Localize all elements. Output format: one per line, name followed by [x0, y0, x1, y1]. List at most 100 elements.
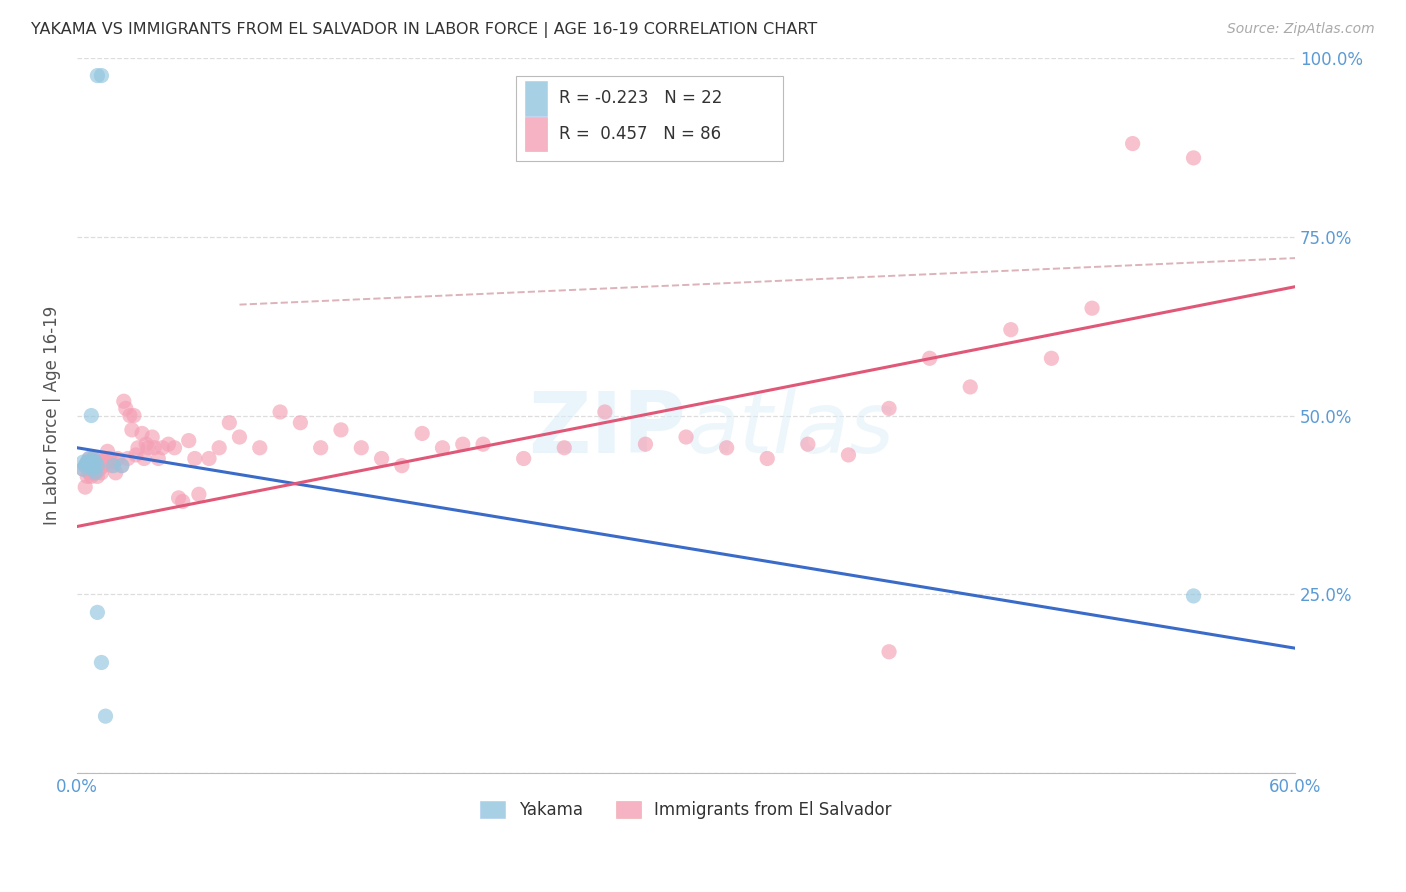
Point	[249, 441, 271, 455]
Point	[1182, 589, 1205, 603]
Point	[451, 437, 474, 451]
Point	[959, 380, 981, 394]
Point	[290, 416, 312, 430]
Point	[86, 606, 108, 620]
Point	[269, 405, 291, 419]
Point	[112, 394, 135, 409]
Point	[131, 426, 153, 441]
Point	[98, 451, 121, 466]
Point	[104, 466, 127, 480]
Point	[86, 458, 108, 473]
Text: ZIP: ZIP	[529, 388, 686, 471]
Point	[553, 441, 575, 455]
Point	[634, 437, 657, 451]
Point	[391, 458, 413, 473]
Point	[143, 441, 166, 455]
Point	[90, 466, 112, 480]
Point	[94, 709, 117, 723]
Point	[198, 451, 221, 466]
Point	[163, 441, 186, 455]
Point	[370, 451, 392, 466]
Point	[228, 430, 250, 444]
Point	[75, 458, 97, 473]
Point	[84, 455, 107, 469]
Point	[125, 448, 148, 462]
Point	[122, 409, 145, 423]
Point	[117, 451, 139, 466]
Point	[127, 441, 149, 455]
Text: Source: ZipAtlas.com: Source: ZipAtlas.com	[1227, 22, 1375, 37]
Point	[77, 458, 100, 473]
Point	[82, 462, 104, 476]
Point	[208, 441, 231, 455]
Point	[1040, 351, 1063, 366]
Point	[75, 480, 97, 494]
Point	[172, 494, 194, 508]
Point	[75, 458, 97, 473]
FancyBboxPatch shape	[526, 117, 547, 152]
Point	[593, 405, 616, 419]
Point	[82, 462, 104, 476]
Point	[80, 469, 103, 483]
Point	[675, 430, 697, 444]
Point	[716, 441, 738, 455]
Point	[84, 455, 107, 469]
FancyBboxPatch shape	[526, 81, 547, 116]
Point	[1081, 301, 1104, 316]
Point	[512, 451, 534, 466]
Point	[84, 466, 107, 480]
Point	[86, 458, 108, 473]
Point	[96, 444, 118, 458]
Point	[103, 455, 125, 469]
Point	[90, 656, 112, 670]
Point	[432, 441, 454, 455]
Point	[77, 466, 100, 480]
Point	[80, 409, 103, 423]
Text: R = -0.223   N = 22: R = -0.223 N = 22	[560, 89, 723, 107]
Point	[132, 451, 155, 466]
Point	[150, 441, 173, 455]
Point	[93, 458, 115, 473]
Point	[76, 455, 98, 469]
Point	[77, 451, 100, 466]
Point	[90, 69, 112, 83]
Legend: Yakama, Immigrants from El Salvador: Yakama, Immigrants from El Salvador	[474, 795, 898, 826]
Text: R =  0.457   N = 86: R = 0.457 N = 86	[560, 125, 721, 144]
Point	[86, 451, 108, 466]
Point	[77, 451, 100, 466]
Point	[76, 455, 98, 469]
Point	[80, 455, 103, 469]
Point	[86, 469, 108, 483]
Point	[177, 434, 200, 448]
Point	[111, 458, 134, 473]
Point	[86, 69, 108, 83]
Point	[135, 437, 157, 451]
Point	[756, 451, 779, 466]
Text: atlas: atlas	[686, 388, 894, 471]
Point	[837, 448, 859, 462]
Y-axis label: In Labor Force | Age 16-19: In Labor Force | Age 16-19	[44, 306, 60, 525]
Point	[877, 645, 900, 659]
Point	[918, 351, 941, 366]
Point	[114, 401, 136, 416]
Point	[1122, 136, 1144, 151]
Point	[90, 455, 112, 469]
Point	[96, 455, 118, 469]
Point	[350, 441, 373, 455]
Point	[167, 491, 190, 505]
Point	[76, 469, 98, 483]
Point	[107, 451, 129, 466]
Point	[218, 416, 240, 430]
Point	[111, 458, 134, 473]
Point	[100, 458, 122, 473]
Point	[82, 458, 104, 473]
Point	[136, 441, 159, 455]
Point	[877, 401, 900, 416]
Point	[94, 451, 117, 466]
Point	[330, 423, 353, 437]
Point	[1000, 323, 1022, 337]
Point	[157, 437, 180, 451]
Point	[411, 426, 433, 441]
Point	[89, 462, 111, 476]
FancyBboxPatch shape	[516, 76, 783, 161]
